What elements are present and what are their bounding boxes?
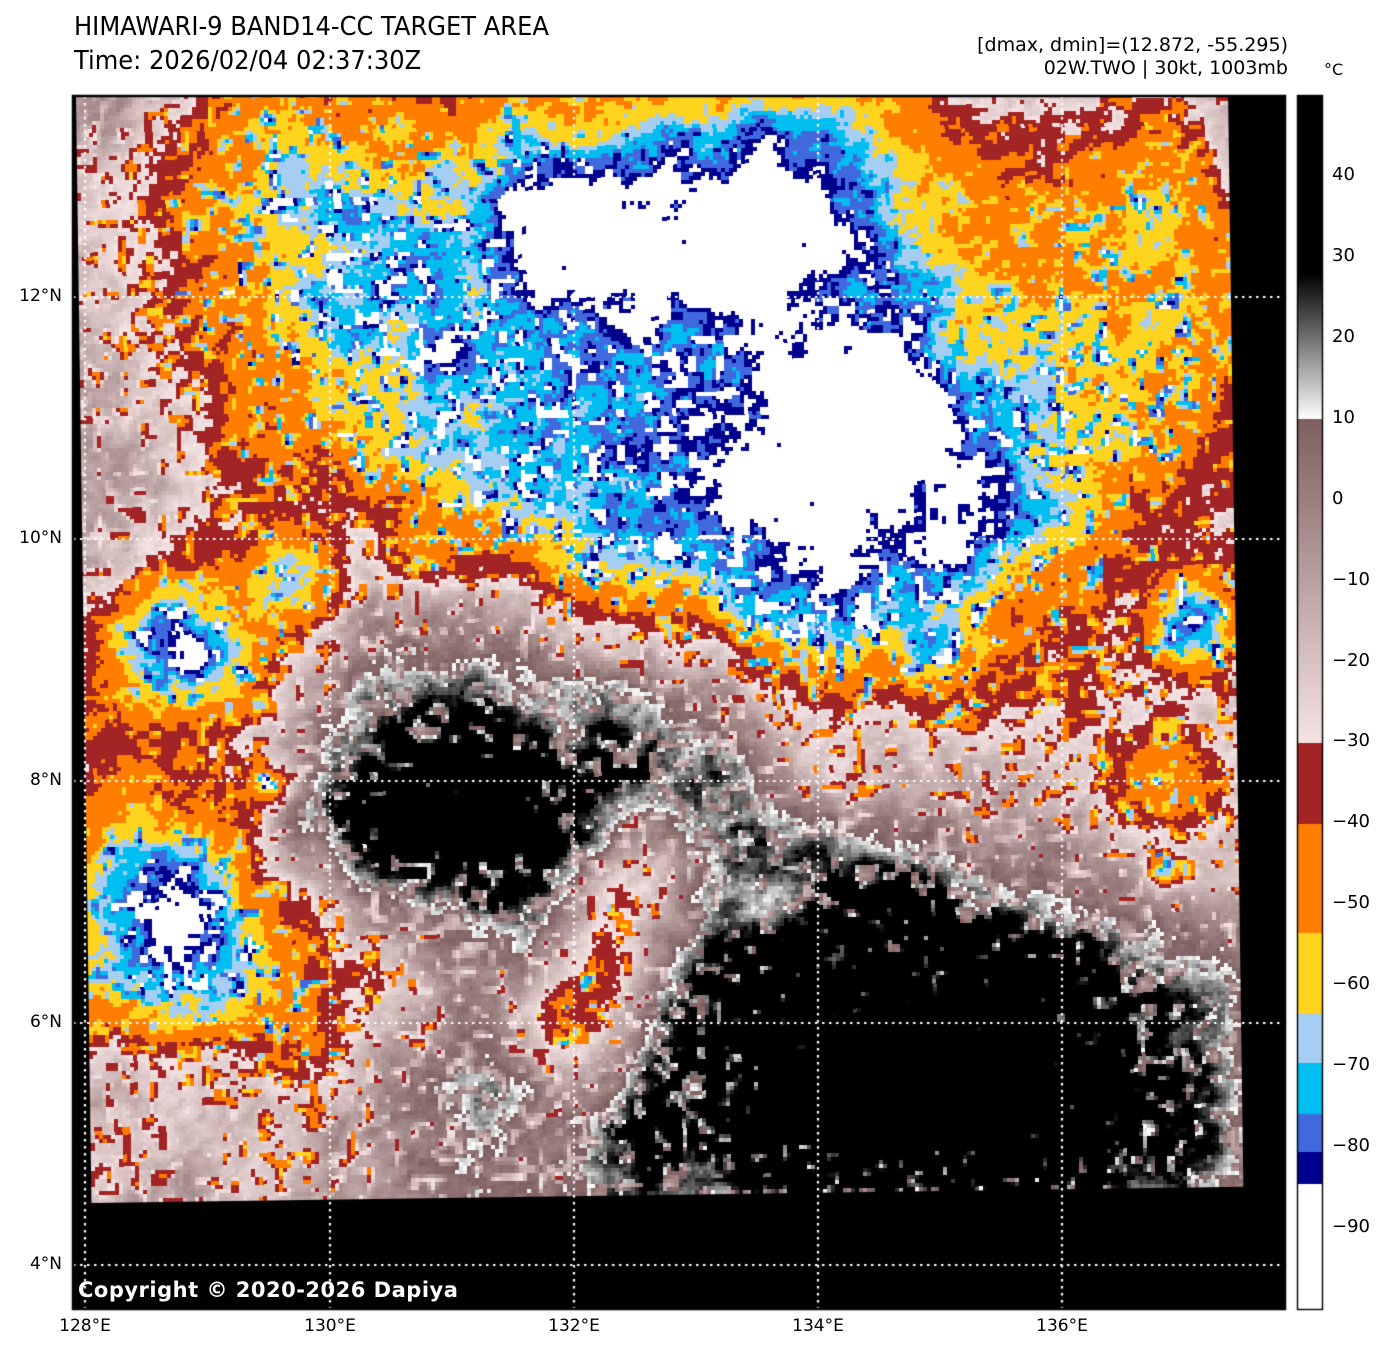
- timestamp: Time: 2026/02/04 02:37:30Z: [74, 46, 422, 76]
- colorbar-tick-label: −70: [1332, 1054, 1370, 1076]
- x-axis-tick-label: 128°E: [59, 1316, 111, 1336]
- dmax-dmin-annotation: [dmax, dmin]=(12.872, -55.295): [977, 34, 1288, 56]
- colorbar-tick-label: −30: [1332, 730, 1370, 752]
- colorbar-tick-label: −80: [1332, 1135, 1370, 1157]
- colorbar-tick-label: 30: [1332, 244, 1355, 266]
- y-axis-tick-label: 4°N: [29, 1254, 62, 1274]
- y-axis-tick-label: 12°N: [19, 286, 62, 306]
- colorbar-tick-label: 10: [1332, 406, 1355, 428]
- colorbar-tick-label: −90: [1332, 1216, 1370, 1238]
- colorbar-tick-label: −10: [1332, 568, 1370, 590]
- x-axis-tick-label: 130°E: [304, 1316, 356, 1336]
- colorbar-tick-label: −50: [1332, 892, 1370, 914]
- colorbar-tick-label: −40: [1332, 811, 1370, 833]
- annotations: [dmax, dmin]=(12.872, -55.295) 02W.TWO |…: [977, 34, 1288, 80]
- storm-annotation: 02W.TWO | 30kt, 1003mb: [1043, 57, 1288, 79]
- x-axis-tick-label: 134°E: [792, 1316, 844, 1336]
- colorbar-unit-label: °C: [1324, 60, 1344, 79]
- x-axis-tick-label: 136°E: [1036, 1316, 1088, 1336]
- colorbar-tick-label: 0: [1332, 487, 1344, 509]
- x-axis-tick-label: 132°E: [548, 1316, 600, 1336]
- colorbar-tick-label: 40: [1332, 163, 1355, 185]
- y-axis-tick-label: 6°N: [29, 1012, 62, 1032]
- y-axis-tick-label: 10°N: [19, 528, 62, 548]
- y-axis-tick-label: 8°N: [29, 770, 62, 790]
- copyright-watermark: Copyright © 2020-2026 Dapiya: [78, 1278, 459, 1302]
- colorbar-tick-label: −60: [1332, 973, 1370, 995]
- page-title: HIMAWARI-9 BAND14-CC TARGET AREA: [74, 12, 549, 42]
- colorbar-tick-label: 20: [1332, 325, 1355, 347]
- colorbar-tick-label: −20: [1332, 649, 1370, 671]
